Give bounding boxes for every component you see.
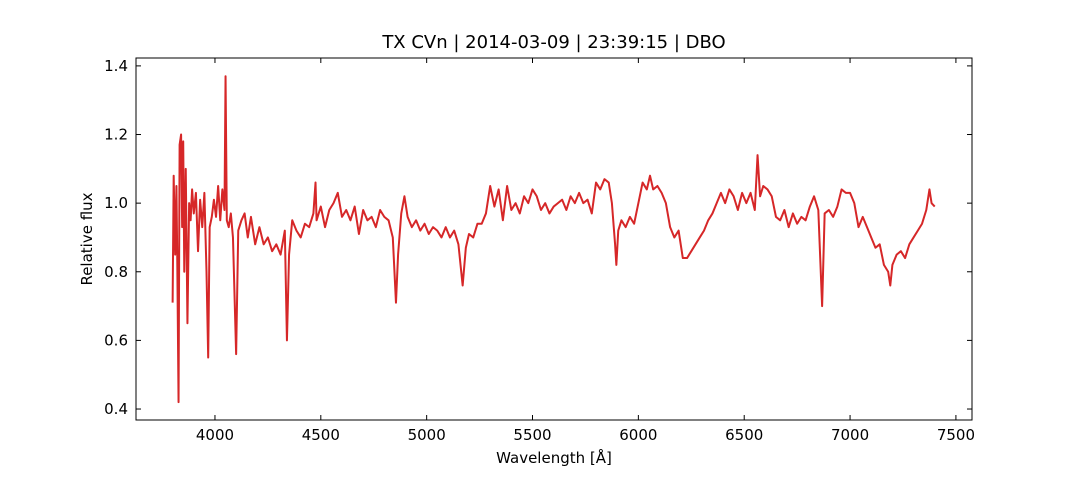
x-tick-label: 7500 [937, 426, 975, 444]
y-axis-label: Relative flux [78, 192, 96, 285]
plot-frame [135, 57, 973, 421]
y-tick-label: 1.2 [104, 126, 128, 144]
x-tick-label: 7000 [831, 426, 869, 444]
x-tick-label: 4500 [302, 426, 340, 444]
y-tick-label: 1.4 [104, 57, 128, 75]
y-tick-label: 0.6 [104, 331, 128, 349]
x-tick-label: 5500 [513, 426, 551, 444]
x-tick-label: 6500 [725, 426, 763, 444]
x-tick-label: 6000 [619, 426, 657, 444]
x-axis-label: Wavelength [Å] [496, 448, 612, 467]
x-tick-label: 4000 [196, 426, 234, 444]
spectrum-line [171, 75, 936, 404]
y-tick-label: 0.4 [104, 400, 128, 418]
x-tick-label: 5000 [408, 426, 446, 444]
y-tick-label: 0.8 [104, 263, 128, 281]
chart-title: TX CVn | 2014-03-09 | 23:39:15 | DBO [381, 32, 725, 53]
y-tick-label: 1.0 [104, 194, 128, 212]
